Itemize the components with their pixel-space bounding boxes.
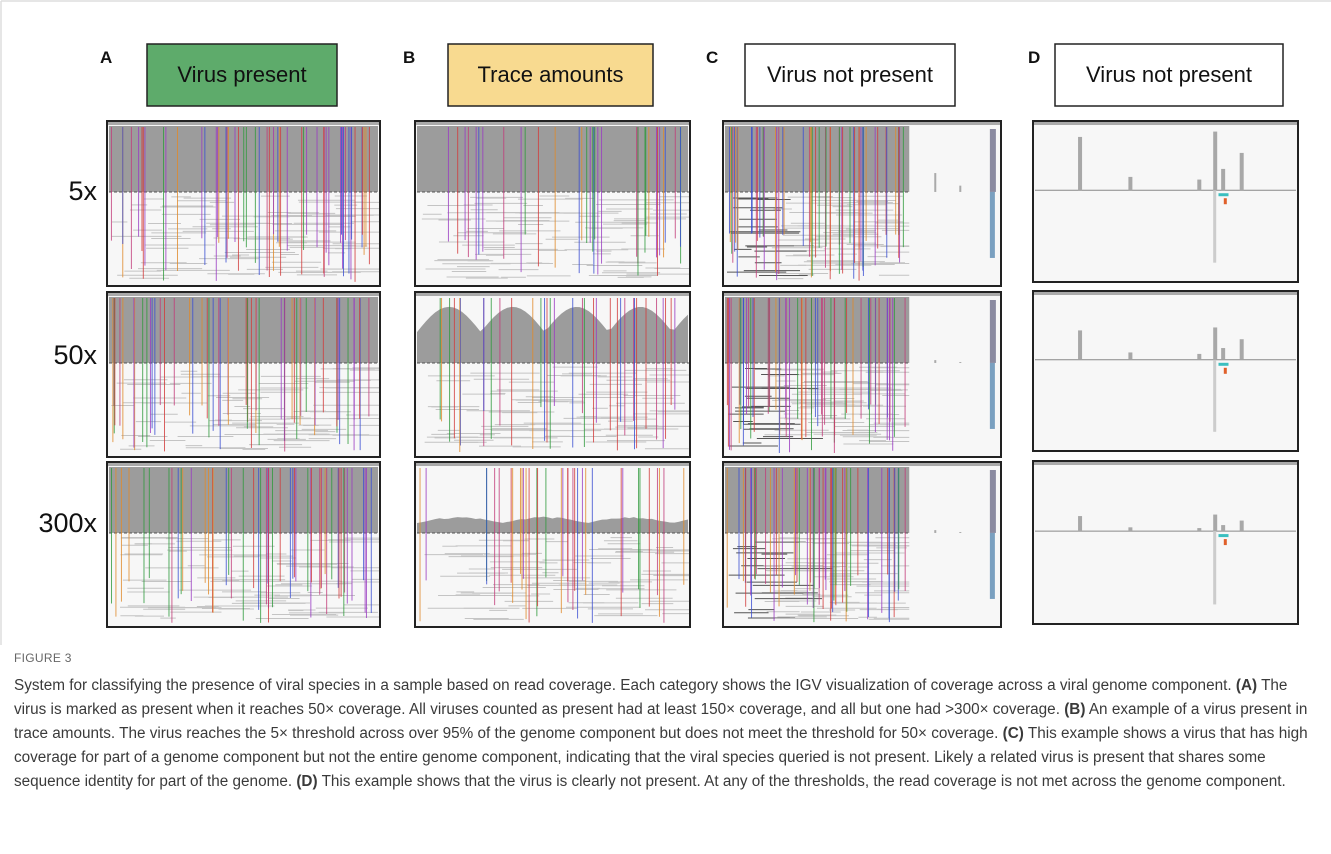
coverage-spike [934,173,936,192]
coverage-spike [1240,521,1244,532]
coverage-spike [990,129,996,192]
coverage-spike [1213,327,1217,359]
igv-screenshot [723,292,1001,457]
igv-background [1033,461,1298,624]
read-stack [990,533,995,599]
igv-background [415,462,690,627]
variant-mark [1219,193,1229,196]
igv-screenshot [723,121,1001,286]
caption-ref: (A) [1236,677,1257,694]
caption-text: This example shows that the virus is cle… [322,773,1286,790]
coverage-spike [1240,153,1244,190]
coverage-spike [1197,180,1201,191]
coverage-spike [1221,348,1225,360]
status-label: Virus not present [767,62,933,87]
status-label: Trace amounts [478,62,624,87]
coverage-spike [959,186,961,192]
coverage-spike [1078,137,1082,190]
coverage-spike [1078,330,1082,359]
panel-letter: D [1028,48,1040,67]
caption: System for classifying the presence of v… [14,674,1319,794]
igv-background [1033,121,1298,282]
coverage-spike [934,360,936,363]
coverage-spike [1197,354,1201,360]
coverage-spike [1221,169,1225,190]
read-stack [990,363,995,429]
coverage-spike [990,470,996,533]
coverage-spike [1128,177,1132,190]
coverage-spike [990,300,996,363]
coverage-spike [1213,515,1217,532]
coverage-spike [959,532,961,533]
read-stack [1213,531,1216,604]
figure-panels: A Virus present B Trace amounts C Virus not p… [0,0,1331,645]
panel-letter: C [706,48,718,67]
igv-screenshot [1033,461,1298,624]
coverage-spike [1078,516,1082,531]
igv-screenshot [1033,291,1298,451]
row-label: 50x [53,340,97,370]
igv-screenshot [1033,121,1298,282]
caption-intro: System for classifying the presence of v… [14,677,1232,694]
coverage-spike [1197,528,1201,531]
caption-ref: (C) [1003,725,1024,742]
panel-letter: A [100,48,112,67]
variant-mark [1224,198,1227,204]
coverage-spike [1128,527,1132,531]
igv-screenshot [107,292,380,457]
coverage-spike [1128,352,1132,359]
coverage-spike [959,362,961,363]
figure-label: FIGURE 3 [14,651,72,665]
row-label: 300x [38,508,97,538]
variant-mark [1224,368,1227,374]
panel-letter: B [403,48,415,67]
figure: A Virus present B Trace amounts C Virus not p… [0,0,1331,854]
igv-screenshot [415,462,690,627]
coverage [109,297,378,363]
variant-mark [1219,534,1229,537]
read-stack [1213,190,1216,262]
status-label: Virus present [177,62,306,87]
igv-screenshot [415,121,690,286]
caption-ref: (D) [296,773,317,790]
coverage-spike [1221,525,1225,531]
variant-mark [1224,539,1227,545]
igv-screenshot [107,462,380,627]
status-label: Virus not present [1086,62,1252,87]
coverage-spike [1240,339,1244,360]
row-label: 5x [68,176,97,206]
variant-mark [1219,363,1229,366]
read-stack [990,192,995,258]
read-stack [1213,360,1216,432]
coverage-spike [1213,132,1217,191]
igv-screenshot [415,292,690,457]
caption-ref: (B) [1064,701,1085,718]
igv-screenshot [107,121,380,286]
igv-screenshot [723,462,1001,627]
igv-background [1033,291,1298,451]
coverage-spike [934,530,936,533]
